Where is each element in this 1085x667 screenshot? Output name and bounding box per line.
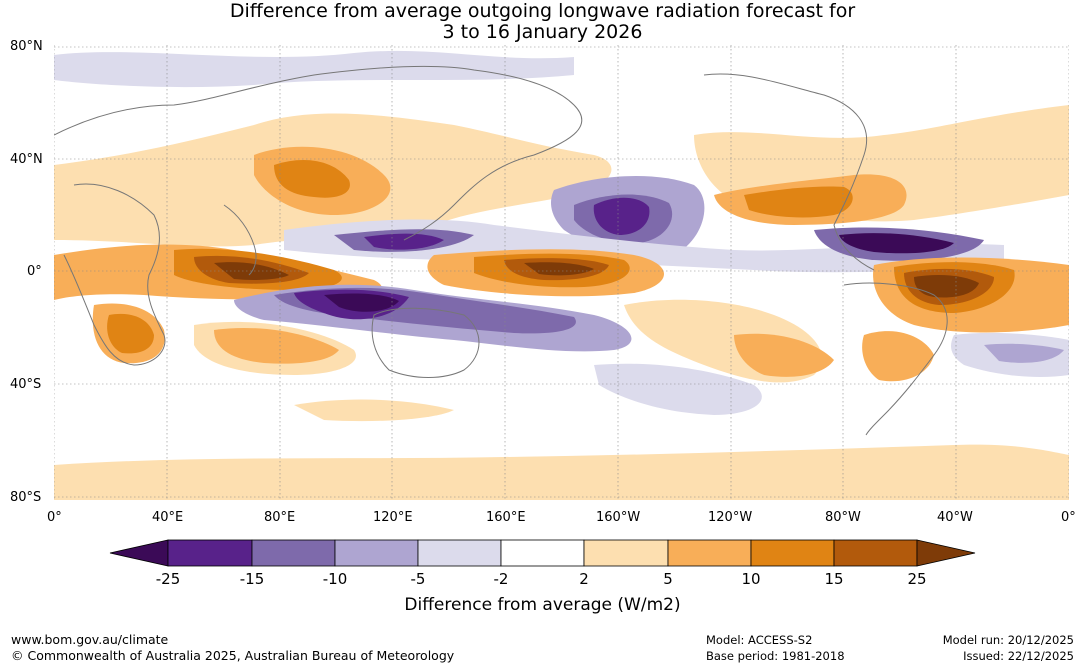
- lon-label-80e: 80°E: [264, 510, 296, 525]
- lon-label-40w: 40°W: [937, 510, 973, 525]
- colorbar-title: Difference from average (W/m2): [404, 595, 681, 615]
- lon-label-120e: 120°E: [373, 510, 413, 525]
- lat-label-eq: 0°: [27, 264, 42, 279]
- colorbar-tick: -2: [493, 570, 509, 588]
- model-run-date: Model run: 20/12/2025: [942, 633, 1074, 647]
- colorbar-tick: -5: [410, 570, 426, 588]
- copyright-text: © Commonwealth of Australia 2025, Austra…: [11, 648, 455, 663]
- chart-title-line1: Difference from average outgoing longwav…: [229, 0, 856, 22]
- lat-label-80n: 80°N: [10, 39, 43, 54]
- olr-anomaly-map: [53, 45, 1070, 500]
- colorbar-tick: 5: [663, 570, 673, 588]
- lat-label-40s: 40°S: [10, 377, 42, 392]
- colorbar-tick: -10: [322, 570, 348, 588]
- colorbar-tick: 15: [824, 570, 844, 588]
- lon-label-80w: 80°W: [825, 510, 861, 525]
- model-name: Model: ACCESS-S2: [706, 633, 813, 647]
- colorbar-tick: -25: [155, 570, 181, 588]
- colorbar-tick: 2: [579, 570, 589, 588]
- chart-title-line2: 3 to 16 January 2026: [442, 21, 643, 43]
- colorbar-tick: 10: [741, 570, 761, 588]
- map-svg: [53, 45, 1070, 500]
- lon-label-0: 0°: [47, 510, 62, 525]
- lat-label-80s: 80°S: [10, 490, 42, 505]
- lon-label-160e: 160°E: [486, 510, 526, 525]
- lon-label-0-right: 0°: [1061, 510, 1076, 525]
- website-link[interactable]: www.bom.gov.au/climate: [11, 632, 169, 647]
- issued-date: Issued: 22/12/2025: [963, 649, 1074, 663]
- coastlines: [53, 65, 948, 436]
- lon-label-160w: 160°W: [596, 510, 641, 525]
- lat-label-40n: 40°N: [10, 152, 43, 167]
- colorbar-svg: [109, 539, 976, 567]
- lon-label-120w: 120°W: [708, 510, 753, 525]
- base-period: Base period: 1981-2018: [706, 649, 845, 663]
- colorbar-tick: -15: [239, 570, 265, 588]
- lon-label-40e: 40°E: [152, 510, 184, 525]
- colorbar-tick: 25: [907, 570, 927, 588]
